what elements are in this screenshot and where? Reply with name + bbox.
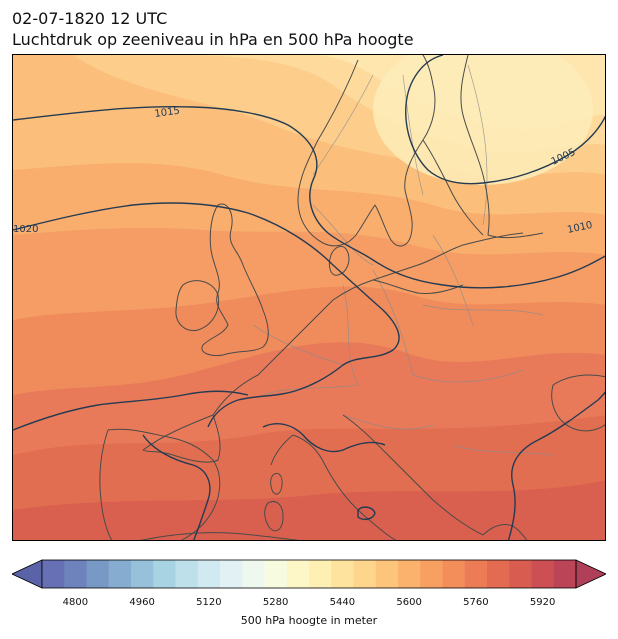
- colorbar-segment: [242, 560, 265, 588]
- colorbar: [12, 558, 606, 590]
- colorbar-segment: [376, 560, 399, 588]
- colorbar-segment: [554, 560, 577, 588]
- colorbar-segment: [176, 560, 199, 588]
- colorbar-segment: [420, 560, 443, 588]
- colorbar-extend-high: [576, 560, 606, 588]
- map-canvas: 1015 1020 1005 1010: [13, 55, 606, 541]
- colorbar-tick-label: 4800: [63, 597, 88, 608]
- colorbar-tick-label: 4960: [129, 597, 154, 608]
- colorbar-segment: [87, 560, 110, 588]
- colorbar-segments: [42, 560, 577, 588]
- colorbar-tick-label: 5440: [330, 597, 355, 608]
- colorbar-segment: [265, 560, 288, 588]
- colorbar-segment: [331, 560, 354, 588]
- colorbar-segment: [287, 560, 310, 588]
- colorbar-segment: [398, 560, 421, 588]
- colorbar-segment: [153, 560, 176, 588]
- colorbar-segment: [109, 560, 132, 588]
- colorbar-segment: [42, 560, 65, 588]
- colorbar-tick-label: 5760: [463, 597, 488, 608]
- colorbar-tick-label: 5120: [196, 597, 221, 608]
- colorbar-segment: [64, 560, 87, 588]
- colorbar-segment: [354, 560, 377, 588]
- colorbar-segment: [131, 560, 154, 588]
- colorbar-segment: [465, 560, 488, 588]
- colorbar-tick-label: 5600: [396, 597, 421, 608]
- colorbar-segment: [220, 560, 243, 588]
- map-datetime: 02-07-1820 12 UTC: [12, 9, 167, 29]
- colorbar-tick-label: 5920: [530, 597, 555, 608]
- colorbar-segment: [443, 560, 466, 588]
- colorbar-label: 500 hPa hoogte in meter: [0, 614, 618, 627]
- colorbar-extend-low: [12, 560, 42, 588]
- colorbar-segment: [487, 560, 510, 588]
- colorbar-segment: [532, 560, 555, 588]
- weather-map: 1015 1020 1005 1010: [12, 54, 606, 541]
- colorbar-segment: [309, 560, 332, 588]
- colorbar-segment: [198, 560, 221, 588]
- map-title: Luchtdruk op zeeniveau in hPa en 500 hPa…: [12, 30, 414, 50]
- colorbar-segment: [509, 560, 532, 588]
- colorbar-tick-label: 5280: [263, 597, 288, 608]
- isobar-label: 1020: [13, 224, 38, 235]
